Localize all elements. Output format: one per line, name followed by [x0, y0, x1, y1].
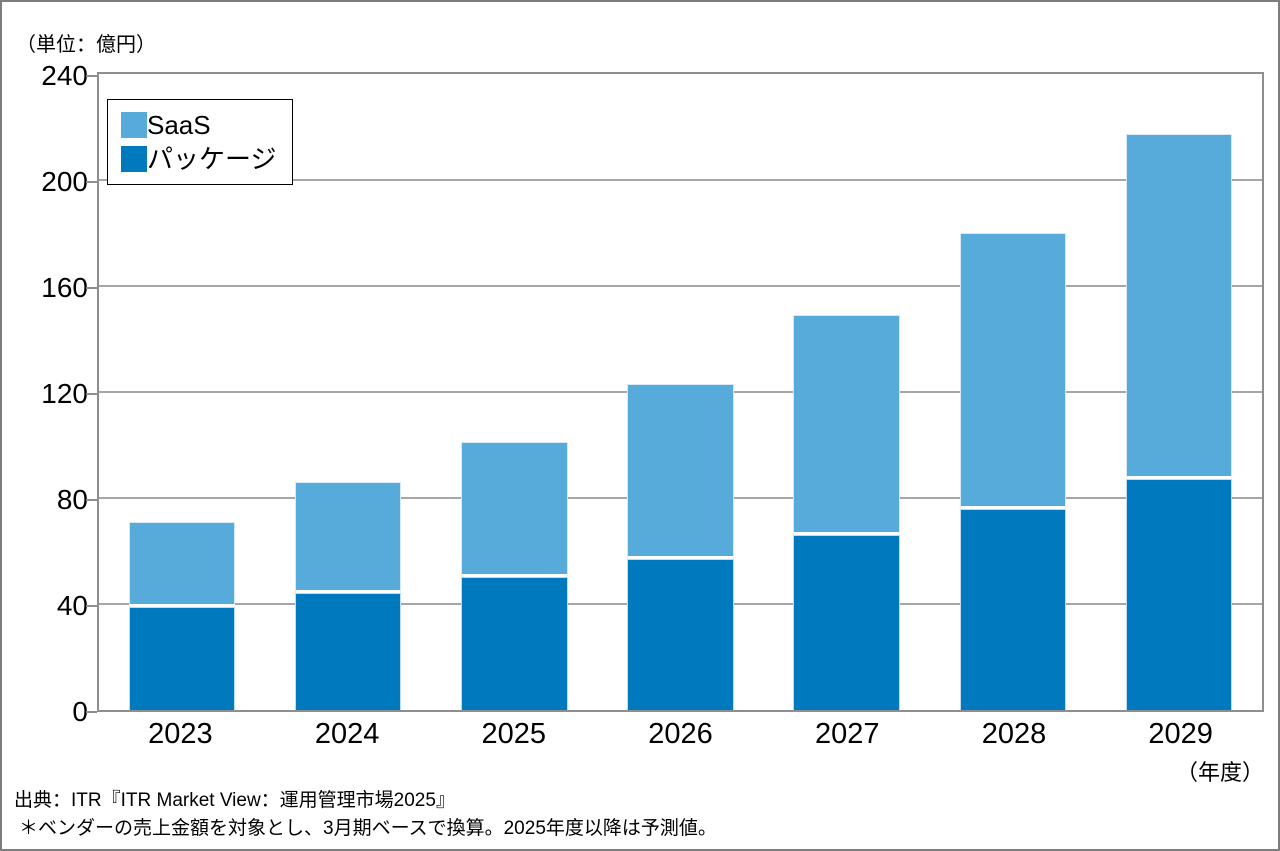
legend-swatch-icon	[121, 146, 147, 172]
bar-segment-package-2025	[461, 577, 568, 710]
stacked-bar-2029	[1125, 134, 1233, 710]
x-tick-label-2024: 2024	[314, 718, 380, 750]
stacked-bar-2028	[959, 233, 1066, 710]
y-tick-label-160: 160	[41, 272, 88, 303]
footer: 出典：ITR『ITR Market View：運用管理市場2025』 ＊ベンダー…	[14, 787, 717, 843]
bars	[99, 74, 1262, 710]
bar-segment-saas-2028	[959, 233, 1066, 509]
gridline-200	[99, 179, 1262, 181]
x-tick-label-2026: 2026	[648, 718, 713, 750]
y-tick-label-0: 0	[72, 696, 88, 727]
x-tick-label-2028: 2028	[981, 718, 1047, 750]
gridline-160	[99, 285, 1262, 287]
plot-area	[97, 72, 1264, 712]
bar-segment-saas-2029	[1125, 134, 1233, 479]
bar-segment-package-2027	[793, 535, 900, 710]
legend-swatch-icon	[121, 112, 147, 138]
source-note: 出典：ITR『ITR Market View：運用管理市場2025』	[14, 790, 455, 811]
legend: SaaS パッケージ	[107, 99, 294, 185]
y-tick-label-80: 80	[56, 484, 88, 515]
x-tick-label-2023: 2023	[148, 718, 213, 750]
y-tick-label-240: 240	[41, 60, 88, 91]
bar-slot-2029	[1096, 74, 1262, 710]
y-axis-ticks	[86, 72, 97, 713]
y-tick-label-200: 200	[41, 166, 88, 197]
bar-segment-saas-2027	[793, 315, 900, 535]
y-axis-unit-label: （単位：億円）	[16, 34, 156, 56]
x-axis-labels: 2023 2024 2025 2026 2027 2028 2029	[97, 718, 1264, 751]
y-tick-mark-200	[86, 181, 97, 183]
y-tick-label-40: 40	[56, 590, 88, 621]
y-tick-mark-120	[86, 393, 97, 395]
bar-slot-2027	[764, 74, 930, 710]
bar-segment-package-2023	[128, 607, 236, 710]
method-note: ＊ベンダーの売上金額を対象とし、3月期ベースで換算。2025年度以降は予測値。	[19, 818, 717, 839]
bar-segment-saas-2025	[461, 442, 568, 577]
stacked-bar-2024	[295, 482, 402, 710]
legend-label: パッケージ	[147, 144, 277, 174]
x-tick-label-2029: 2029	[1148, 718, 1213, 750]
stacked-bar-2027	[793, 315, 900, 710]
y-tick-mark-240	[86, 75, 97, 77]
legend-item-1: パッケージ	[121, 144, 276, 174]
x-tick-label-2027: 2027	[814, 718, 880, 750]
bar-segment-saas-2026	[627, 384, 734, 559]
y-tick-mark-40	[86, 605, 97, 607]
x-tick-label-2025: 2025	[481, 718, 547, 750]
bar-segment-package-2028	[959, 509, 1066, 710]
bar-slot-2023	[99, 74, 265, 710]
bar-segment-package-2029	[1125, 479, 1233, 710]
bar-slot-2025	[431, 74, 597, 710]
bar-slot-2024	[265, 74, 431, 710]
bar-segment-saas-2024	[295, 482, 402, 593]
y-tick-label-120: 120	[41, 378, 88, 409]
y-tick-mark-160	[86, 287, 97, 289]
y-tick-mark-80	[86, 499, 97, 501]
stacked-bar-2026	[627, 384, 734, 710]
stacked-bar-2023	[128, 522, 236, 710]
legend-item-0: SaaS	[121, 110, 276, 140]
stacked-bar-2025	[461, 442, 568, 710]
bar-segment-package-2026	[627, 559, 734, 710]
y-tick-mark-0	[86, 711, 97, 713]
y-axis-labels: 0 40 80 120 160 200 240	[2, 60, 88, 727]
bar-slot-2028	[930, 74, 1096, 710]
legend-label: SaaS	[147, 110, 211, 140]
bar-segment-saas-2023	[128, 522, 236, 607]
bar-segment-package-2024	[295, 593, 402, 710]
x-axis-unit-label: （年度）	[1175, 760, 1264, 785]
bar-slot-2026	[597, 74, 763, 710]
